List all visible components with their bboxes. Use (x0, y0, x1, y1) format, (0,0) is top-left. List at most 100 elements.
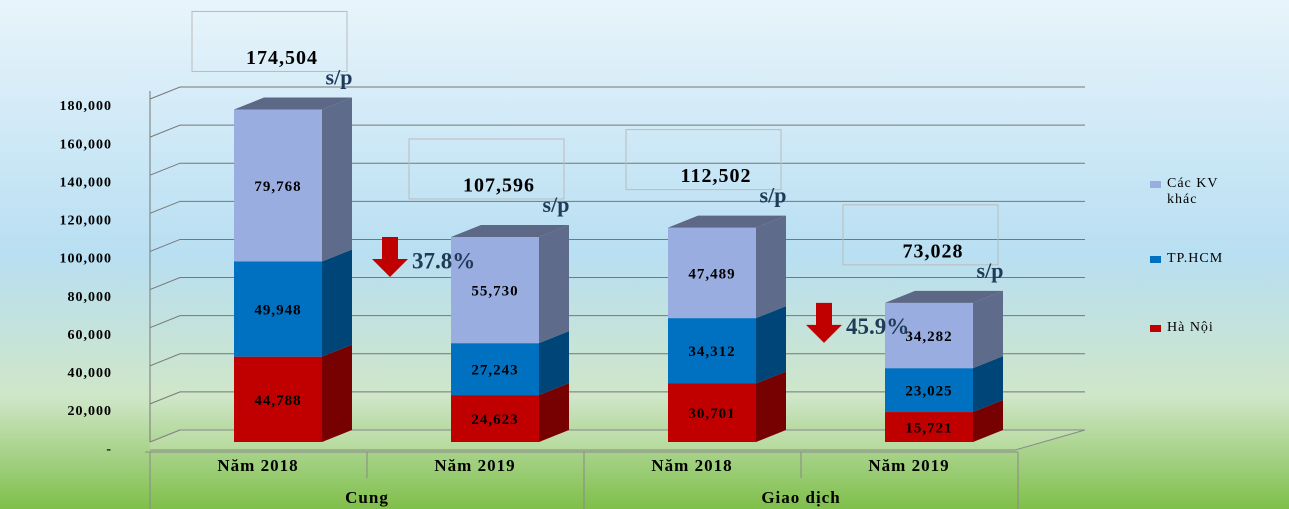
group-label: Cung (345, 488, 389, 507)
total-label: 107,596 (463, 175, 535, 197)
bar-side (973, 400, 1003, 442)
total-box (625, 129, 782, 191)
bar-segment (885, 400, 1003, 442)
total-label: 112,502 (681, 165, 752, 187)
bar (451, 343, 539, 396)
bar-segment (234, 97, 352, 262)
data-label: 55,730 (471, 284, 518, 300)
total-box (191, 10, 348, 72)
data-label: 49,948 (254, 303, 301, 319)
bar (885, 368, 973, 413)
legend-label: Các KV khác (1167, 176, 1219, 207)
bar-segment (668, 306, 786, 384)
bar-segment (234, 249, 352, 357)
bar-segment (668, 215, 786, 319)
bar-segment (451, 383, 569, 442)
bar-side (322, 344, 352, 442)
bar-side (756, 215, 786, 319)
y-tick-label: 180,000 (60, 99, 113, 114)
x-tick-label: Năm 2018 (651, 456, 732, 475)
bar-side (756, 371, 786, 442)
bar-top (451, 224, 569, 237)
data-label: 24,623 (471, 412, 518, 428)
bar (234, 109, 322, 262)
legend-swatch (1150, 256, 1161, 263)
data-label: 79,768 (254, 179, 301, 195)
total-unit: s/p (977, 258, 1004, 283)
bar (451, 395, 539, 442)
total-unit: s/p (326, 65, 353, 90)
bar-top (234, 97, 352, 110)
data-label: 34,282 (905, 329, 952, 345)
data-label: 27,243 (471, 363, 518, 379)
bar-segment (885, 356, 1003, 413)
bar-segment (885, 290, 1003, 369)
total-label: 73,028 (903, 240, 964, 262)
data-label: 15,721 (905, 420, 952, 436)
grid-line (149, 86, 1085, 100)
bar-segment (668, 371, 786, 442)
legend-label: TP.HCM (1167, 251, 1224, 266)
bar-side (539, 331, 569, 396)
total-box (842, 204, 999, 266)
grid-line (149, 124, 1085, 138)
bar-segment (451, 224, 569, 344)
bar-side (539, 383, 569, 442)
bar-side (322, 97, 352, 262)
legend-label: Hà Nội (1167, 320, 1214, 335)
bar-side (973, 356, 1003, 413)
y-tick-label: - (106, 442, 112, 457)
x-tick-label: Năm 2019 (868, 456, 949, 475)
y-tick-label: 140,000 (60, 175, 113, 190)
data-label: 44,788 (254, 393, 301, 409)
total-box (408, 138, 565, 200)
annotation: 45.9% (846, 314, 909, 339)
group-label: Giao dịch (761, 488, 840, 507)
x-tick-label: Năm 2019 (434, 456, 515, 475)
y-tick-label: 100,000 (60, 252, 113, 267)
bar-segment (451, 331, 569, 396)
y-tick-label: 20,000 (68, 404, 113, 419)
y-tick-label: 120,000 (60, 214, 113, 229)
bar (668, 383, 756, 442)
total-unit: s/p (543, 192, 570, 217)
legend-item: Hà Nội (1150, 320, 1270, 336)
bar-side (756, 306, 786, 384)
data-label: 30,701 (688, 406, 735, 422)
y-tick-label: 40,000 (68, 366, 113, 381)
data-label: 34,312 (688, 344, 735, 360)
legend-item: Các KV khác (1150, 176, 1270, 208)
total-label: 174,504 (246, 47, 318, 69)
y-tick-label: 60,000 (68, 328, 113, 343)
bar-segment (234, 344, 352, 442)
total-unit: s/p (760, 183, 787, 208)
bar (668, 227, 756, 319)
down-arrow (372, 236, 408, 277)
annotation: 37.8% (412, 248, 475, 273)
floor (149, 429, 1086, 451)
legend-swatch (1150, 181, 1161, 188)
grid-line (149, 162, 1085, 176)
bar (451, 236, 539, 344)
grid-line (149, 200, 1085, 214)
data-label: 23,025 (905, 384, 952, 400)
legend-swatch (1150, 325, 1161, 332)
bar-top (885, 290, 1003, 303)
bar (885, 302, 973, 369)
down-arrow (806, 302, 842, 343)
bar-top (668, 215, 786, 228)
bar (885, 412, 973, 442)
bar-side (539, 224, 569, 344)
x-tick-label: Năm 2018 (217, 456, 298, 475)
bar (234, 356, 322, 442)
y-tick-label: 160,000 (60, 137, 113, 152)
bar-side (973, 290, 1003, 369)
bar (234, 261, 322, 357)
y-tick-label: 80,000 (68, 290, 113, 305)
data-label: 47,489 (688, 266, 735, 282)
legend-item: TP.HCM (1150, 251, 1270, 267)
bar (668, 318, 756, 384)
